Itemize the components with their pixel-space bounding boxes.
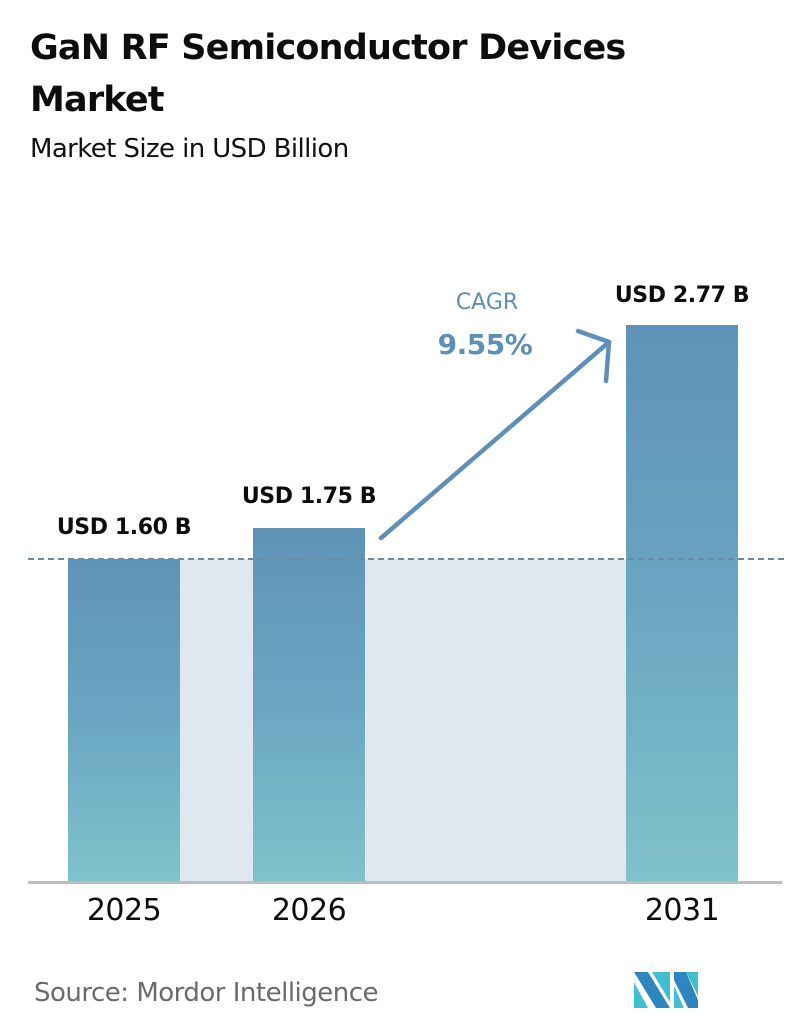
bar-2031 — [626, 325, 738, 882]
mordor-intelligence-logo-icon — [634, 972, 698, 1008]
reference-dashed-line — [28, 558, 784, 560]
chart-subtitle: Market Size in USD Billion — [30, 134, 349, 164]
x-tick-2026: 2026 — [271, 893, 347, 928]
x-tick-2031: 2031 — [644, 893, 720, 928]
x-axis-line — [28, 881, 782, 884]
value-label-2031: USD 2.77 B — [614, 283, 750, 308]
value-label-2025: USD 1.60 B — [56, 515, 192, 540]
chart-title: GaN RF Semiconductor Devices Market — [30, 28, 626, 120]
x-tick-2025: 2025 — [86, 893, 162, 928]
bar-2025 — [68, 559, 180, 882]
cagr-value: 9.55% — [437, 328, 533, 361]
cagr-label: CAGR — [455, 290, 519, 315]
value-label-2026: USD 1.75 B — [241, 484, 377, 509]
bar-2026 — [253, 528, 365, 882]
source-text: Source: Mordor Intelligence — [34, 978, 379, 1008]
